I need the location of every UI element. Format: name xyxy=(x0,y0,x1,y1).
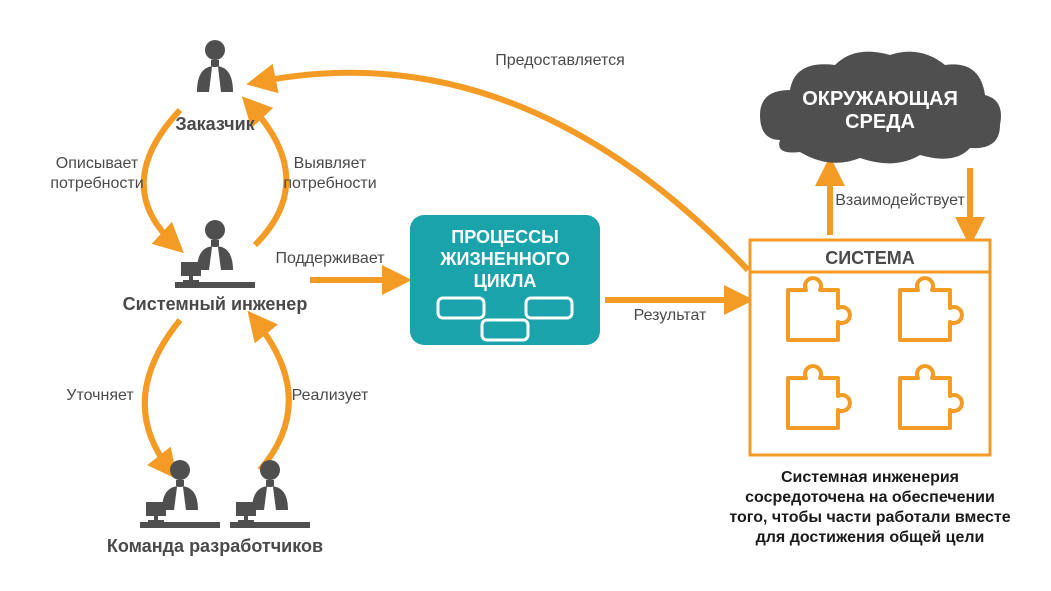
system-box: СИСТЕМА xyxy=(750,240,990,455)
team-label: Команда разработчиков xyxy=(107,536,323,556)
customer-label: Заказчик xyxy=(175,114,255,134)
label-result: Результат xyxy=(634,307,707,324)
caption-4: для достижения общей цели xyxy=(756,529,985,546)
label-supports: Поддерживает xyxy=(275,250,385,267)
label-interacts: Взаимодействует xyxy=(835,192,965,209)
customer-icon xyxy=(197,40,233,92)
team-icon-1 xyxy=(140,460,220,528)
engineer-label: Системный инженер xyxy=(123,294,308,314)
arrow-implements xyxy=(255,320,289,470)
process-line1: ПРОЦЕССЫ xyxy=(451,227,558,247)
environment-line1: ОКРУЖАЮЩАЯ xyxy=(802,88,958,110)
environment-cloud: ОКРУЖАЮЩАЯ СРЕДА xyxy=(760,52,1001,164)
label-describes-2: потребности xyxy=(50,175,143,192)
process-line2: ЖИЗНЕННОГО xyxy=(439,249,569,269)
environment-line2: СРЕДА xyxy=(845,111,915,133)
label-describes-1: Описывает xyxy=(56,155,139,172)
label-implements: Реализует xyxy=(292,387,369,404)
system-title: СИСТЕМА xyxy=(825,248,914,268)
process-line3: ЦИКЛА xyxy=(474,271,537,291)
arrow-specifies xyxy=(145,320,180,470)
label-specifies: Уточняет xyxy=(66,387,134,404)
team-icon-2 xyxy=(230,460,310,528)
caption-3: того, чтобы части работали вместе xyxy=(729,509,1010,526)
caption-1: Системная инженерия xyxy=(781,469,959,486)
arrow-identifies xyxy=(250,105,286,245)
process-box: ПРОЦЕССЫ ЖИЗНЕННОГО ЦИКЛА xyxy=(410,215,600,345)
label-provided: Предоставляется xyxy=(495,52,625,69)
caption-2: сосредоточена на обеспечении xyxy=(745,489,995,506)
label-identifies-2: потребности xyxy=(283,175,376,192)
label-identifies-1: Выявляет xyxy=(294,155,367,172)
engineer-icon xyxy=(175,220,255,288)
